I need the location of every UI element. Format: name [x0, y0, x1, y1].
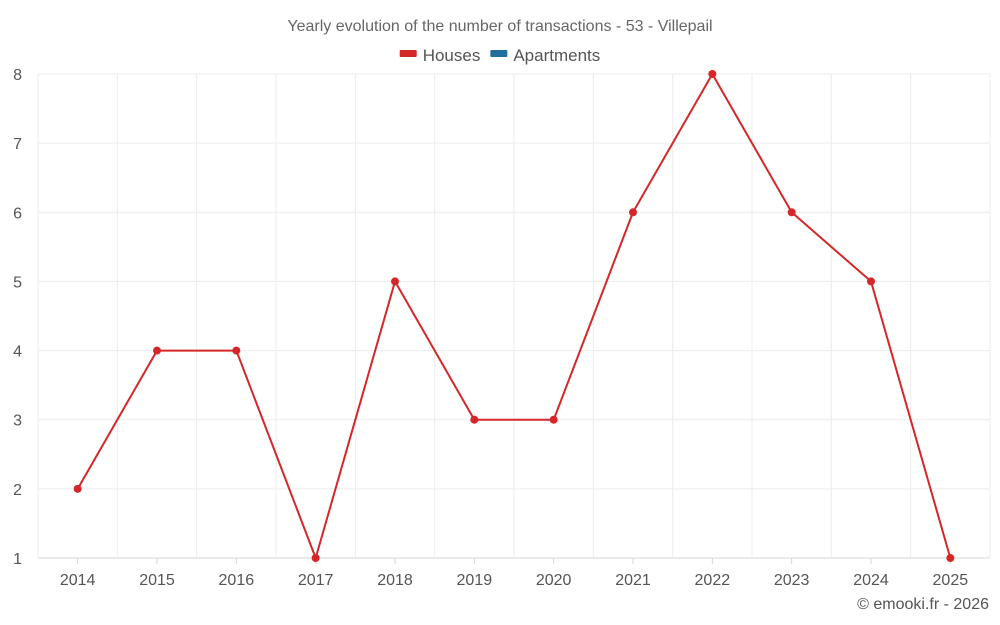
data-point-houses-2021[interactable] — [629, 208, 637, 217]
data-point-houses-2016[interactable] — [232, 346, 241, 355]
legend: Houses Apartments — [399, 46, 600, 65]
x-axis: 2014 2015 2016 2017 2018 2019 2020 2021 2022 2023… — [60, 558, 968, 589]
credit-text: © emooki.fr - 2026 — [857, 596, 989, 613]
data-point-houses-2018[interactable] — [391, 277, 399, 286]
data-point-houses-2022[interactable] — [708, 70, 717, 78]
data-point-houses-2024[interactable] — [867, 277, 875, 286]
x-tick-label-2019: 2019 — [457, 572, 493, 589]
y-tick-label-7: 7 — [13, 136, 22, 153]
chart-title: Yearly evolution of the number of transa… — [287, 18, 712, 35]
x-tick-label-2023: 2023 — [774, 572, 810, 589]
y-axis: 1 2 3 4 5 6 7 8 — [13, 67, 22, 568]
data-point-houses-2019[interactable] — [470, 415, 479, 424]
y-tick-label-5: 5 — [13, 274, 22, 291]
data-point-houses-2020[interactable] — [549, 415, 558, 424]
y-tick-label-4: 4 — [13, 344, 22, 361]
legend-swatch-apartments[interactable] — [490, 50, 508, 57]
x-tick-label-2017: 2017 — [298, 572, 334, 589]
legend-label-houses[interactable]: Houses — [423, 46, 481, 65]
data-point-houses-2017[interactable] — [311, 554, 320, 562]
x-tick-label-2024: 2024 — [853, 572, 889, 589]
x-tick-label-2015: 2015 — [139, 572, 175, 589]
data-point-houses-2023[interactable] — [787, 208, 796, 217]
grid — [37, 73, 991, 559]
x-tick-label-2021: 2021 — [615, 572, 651, 589]
series-layer — [73, 70, 955, 562]
data-point-houses-2015[interactable] — [153, 346, 161, 355]
x-tick-label-2020: 2020 — [536, 572, 572, 589]
y-tick-label-6: 6 — [13, 205, 22, 222]
y-tick-label-8: 8 — [13, 67, 22, 84]
x-tick-label-2014: 2014 — [60, 572, 96, 589]
y-tick-label-2: 2 — [13, 482, 22, 499]
x-tick-label-2018: 2018 — [377, 572, 413, 589]
x-tick-label-2016: 2016 — [219, 572, 255, 589]
data-point-houses-2014[interactable] — [73, 484, 82, 493]
y-tick-label-3: 3 — [13, 413, 22, 430]
data-point-houses-2025[interactable] — [946, 554, 955, 562]
x-tick-label-2022: 2022 — [695, 572, 731, 589]
legend-swatch-houses[interactable] — [399, 50, 417, 57]
y-tick-label-1: 1 — [13, 551, 22, 568]
legend-label-apartments[interactable]: Apartments — [513, 46, 600, 65]
x-tick-label-2025: 2025 — [933, 572, 969, 589]
series-line-houses — [76, 73, 952, 559]
